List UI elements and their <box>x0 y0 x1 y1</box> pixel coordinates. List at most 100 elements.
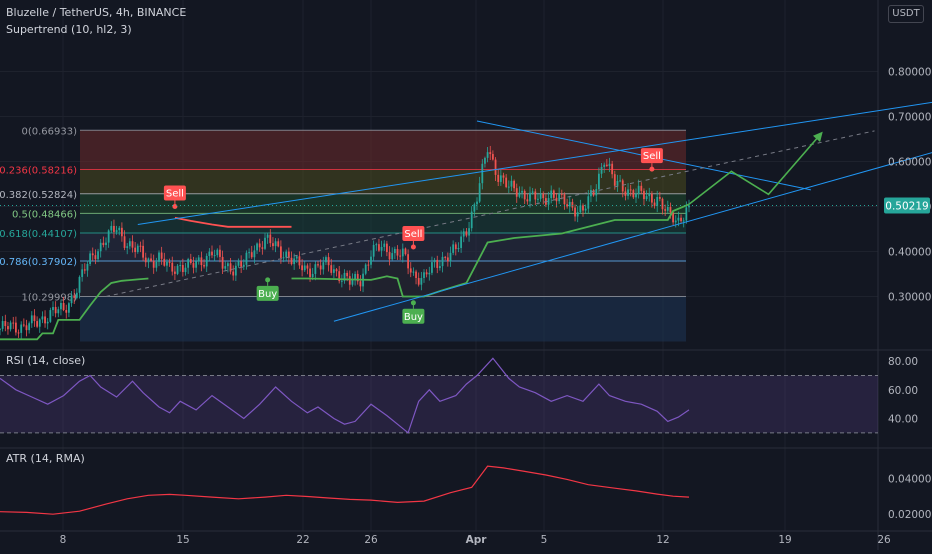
current-price-tag <box>884 197 930 214</box>
candle-body <box>576 212 579 217</box>
candle-body <box>97 251 99 260</box>
candle-body <box>428 272 431 275</box>
candle-body <box>176 265 179 274</box>
time-axis-label: 5 <box>541 534 548 546</box>
candle-body <box>449 252 452 262</box>
candle-body <box>518 192 521 197</box>
chart-title[interactable]: Bluzelle / TetherUS, 4h, BINANCE <box>6 6 187 19</box>
fibonacci-retracement[interactable]: 0(0.66933) 0.236(0.58216) 0.382(0.52824) 0.… <box>0 126 686 342</box>
candle-body <box>232 271 235 276</box>
candle-body <box>566 204 568 207</box>
candle-body <box>70 295 73 304</box>
candle-body <box>126 246 129 248</box>
atr-axis-label: 0.02000 <box>888 509 931 521</box>
atr-legend[interactable]: ATR (14, RMA) <box>6 452 85 465</box>
candle-body <box>563 194 566 205</box>
time-axis-label: 26 <box>364 534 378 546</box>
candle-body <box>340 280 343 282</box>
candle-body <box>666 207 669 211</box>
time-axis-label: 19 <box>778 534 791 546</box>
candle-body <box>195 261 197 268</box>
candle-body <box>86 263 89 271</box>
signal-labels: Sell Buy Sell Buy Sell <box>163 148 663 324</box>
fib-zone <box>80 296 686 342</box>
candle-body <box>343 272 346 281</box>
candle-body <box>529 192 531 202</box>
candle-body <box>383 243 386 247</box>
rsi-legend[interactable]: RSI (14, close) <box>6 354 86 367</box>
candle-body <box>245 252 248 265</box>
candle-body <box>372 244 375 257</box>
candle-body <box>640 185 643 191</box>
candle-body <box>656 197 659 206</box>
dashed-trendline <box>105 130 875 297</box>
supertrend-segment <box>0 277 149 341</box>
candle-body <box>115 230 118 232</box>
rsi-axis-label: 60.00 <box>888 385 918 397</box>
candle-body <box>200 257 203 266</box>
atr-axis-label: 0.04000 <box>888 474 931 486</box>
candle-body <box>605 164 608 166</box>
candle-body <box>89 253 91 264</box>
candle-body <box>555 197 558 202</box>
candle-body <box>473 204 476 212</box>
candle-body <box>613 174 616 186</box>
trendline-drawings[interactable] <box>105 83 932 322</box>
price-axis-label: 0.40000 <box>888 247 931 259</box>
candle-body <box>515 188 518 197</box>
candle-body <box>484 157 486 164</box>
candle-body <box>346 272 349 277</box>
candle-body <box>680 217 682 222</box>
candle-body <box>290 257 293 265</box>
candle-body <box>139 245 142 247</box>
rsi-axis-label: 40.00 <box>888 414 918 426</box>
candle-body <box>494 159 497 175</box>
fib-level-label: 0.382(0.52824) <box>0 190 77 201</box>
candle-body <box>322 262 325 270</box>
candle-body <box>99 242 102 252</box>
supertrend-legend[interactable]: Supertrend (10, hl2, 3) <box>6 23 132 36</box>
candle-body <box>60 302 62 310</box>
candle-body <box>486 152 489 158</box>
candle-body <box>325 257 327 263</box>
time-axis-label: 12 <box>656 534 669 546</box>
candle-body <box>1 321 4 329</box>
candle-body <box>295 256 298 259</box>
candle-body <box>121 227 123 237</box>
candle-body <box>388 252 391 260</box>
rsi-line <box>0 357 690 434</box>
candle-body <box>107 230 110 243</box>
candle-body <box>171 262 174 272</box>
currency-button[interactable]: USDT <box>888 5 924 23</box>
candle-body <box>370 256 372 265</box>
candle-body <box>531 191 534 193</box>
candle-body <box>208 251 211 256</box>
candle-body <box>174 271 176 274</box>
candle-body <box>9 322 12 330</box>
candle-body <box>38 319 41 327</box>
supertrend-segment <box>174 216 292 228</box>
candle-body <box>446 257 449 262</box>
candle-body <box>272 243 274 247</box>
candle-body <box>460 236 462 248</box>
fib-zone <box>80 233 686 261</box>
signal-box <box>163 185 186 201</box>
candle-body <box>423 272 425 278</box>
candle-body <box>327 257 330 266</box>
candle-body <box>197 257 200 262</box>
candle-body <box>73 295 76 298</box>
candle-body <box>399 255 402 257</box>
candle-body <box>521 190 523 193</box>
candle-body <box>12 322 15 324</box>
supertrend-line <box>0 203 690 341</box>
candle-body <box>590 190 592 197</box>
candle-body <box>314 264 317 274</box>
fib-zone <box>80 213 686 234</box>
candle-body <box>54 307 57 314</box>
candle-body <box>542 193 545 199</box>
price-axis-label: 0.80000 <box>888 67 931 79</box>
candle-body <box>33 315 36 322</box>
candle-body <box>62 302 65 311</box>
